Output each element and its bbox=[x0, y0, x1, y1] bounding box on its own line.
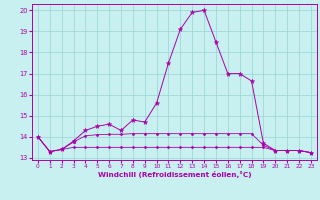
X-axis label: Windchill (Refroidissement éolien,°C): Windchill (Refroidissement éolien,°C) bbox=[98, 171, 251, 178]
